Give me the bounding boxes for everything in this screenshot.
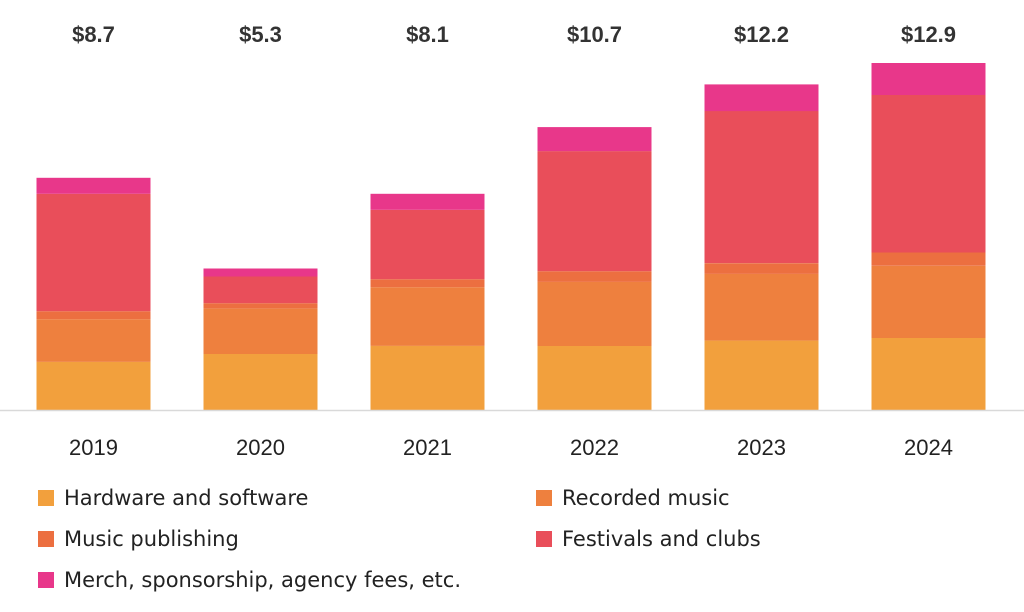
legend-item-recorded-music: Recorded music [536, 483, 976, 513]
bar-segment-2023-recorded-music [704, 273, 819, 341]
legend: Hardware and software Recorded music Mus… [38, 483, 998, 595]
legend-item-festivals-clubs: Festivals and clubs [536, 524, 976, 554]
bar-segment-2021-music-publishing [370, 279, 485, 288]
bar-segment-2020-music-publishing [203, 303, 318, 309]
bar-segment-2019-hardware-and-software [36, 362, 151, 410]
total-label-2023: $12.2 [734, 22, 789, 47]
bar-segment-2024-recorded-music [871, 265, 986, 338]
bar-segment-2020-hardware-and-software [203, 353, 318, 410]
legend-swatch-merch-sponsorship [38, 572, 54, 588]
bar-segment-2021-hardware-and-software [370, 345, 485, 410]
bar-segment-2021-recorded-music [370, 287, 485, 346]
bar-segment-2021-festivals-and-clubs [370, 209, 485, 280]
bar-segment-2023-merch-sponsorship-agency-fees-etc [704, 84, 819, 112]
bar-segment-2023-festivals-and-clubs [704, 111, 819, 264]
legend-item-merch-sponsorship: Merch, sponsorship, agency fees, etc. [38, 565, 536, 595]
legend-swatch-festivals-clubs [536, 531, 552, 547]
bar-segment-2024-music-publishing [871, 252, 986, 266]
x-tick-labels-group: 2019 2020 2021 2022 2023 2024 [69, 435, 953, 460]
x-tick-label-2022: 2022 [570, 435, 619, 460]
legend-item-music-publishing: Music publishing [38, 524, 536, 554]
total-labels-group: $8.7 $5.3 $8.1 $10.7 $12.2 $12.9 [72, 22, 956, 47]
bar-segment-2019-recorded-music [36, 319, 151, 362]
stacked-bar-chart: $8.7 $5.3 $8.1 $10.7 $12.2 $12.9 2019 2020 2021… [0, 22, 1024, 460]
total-label-2020: $5.3 [239, 22, 282, 47]
bar-segment-2022-festivals-and-clubs [537, 151, 652, 272]
legend-item-hardware-software: Hardware and software [38, 483, 536, 513]
bar-segment-2023-music-publishing [704, 263, 819, 274]
bar-segment-2020-merch-sponsorship-agency-fees-etc [203, 268, 318, 277]
bar-segment-2024-merch-sponsorship-agency-fees-etc [871, 63, 986, 95]
bar-segment-2019-music-publishing [36, 311, 151, 320]
legend-label-hardware-software: Hardware and software [64, 486, 309, 510]
bar-segment-2022-hardware-and-software [537, 345, 652, 410]
legend-swatch-hardware-software [38, 490, 54, 506]
total-label-2024: $12.9 [901, 22, 956, 47]
bar-segment-2022-music-publishing [537, 271, 652, 282]
legend-swatch-music-publishing [38, 531, 54, 547]
x-tick-label-2023: 2023 [737, 435, 786, 460]
x-tick-label-2019: 2019 [69, 435, 118, 460]
total-label-2019: $8.7 [72, 22, 115, 47]
bar-segment-2024-hardware-and-software [871, 337, 986, 410]
legend-label-recorded-music: Recorded music [562, 486, 730, 510]
x-tick-label-2024: 2024 [904, 435, 953, 460]
bar-segment-2019-festivals-and-clubs [36, 193, 151, 312]
bar-segment-2020-recorded-music [203, 308, 318, 354]
bar-segment-2022-recorded-music [537, 281, 652, 346]
bar-segment-2022-merch-sponsorship-agency-fees-etc [537, 127, 652, 152]
legend-swatch-recorded-music [536, 490, 552, 506]
bars-group [36, 63, 986, 410]
legend-label-music-publishing: Music publishing [64, 527, 239, 551]
bar-segment-2020-festivals-and-clubs [203, 276, 318, 304]
bar-segment-2021-merch-sponsorship-agency-fees-etc [370, 193, 485, 210]
bar-segment-2023-hardware-and-software [704, 340, 819, 410]
legend-label-festivals-clubs: Festivals and clubs [562, 527, 761, 551]
legend-label-merch-sponsorship: Merch, sponsorship, agency fees, etc. [64, 568, 462, 592]
bar-segment-2019-merch-sponsorship-agency-fees-etc [36, 177, 151, 194]
total-label-2022: $10.7 [567, 22, 622, 47]
bar-segment-2024-festivals-and-clubs [871, 95, 986, 253]
x-tick-label-2021: 2021 [403, 435, 452, 460]
total-label-2021: $8.1 [406, 22, 449, 47]
x-tick-label-2020: 2020 [236, 435, 285, 460]
